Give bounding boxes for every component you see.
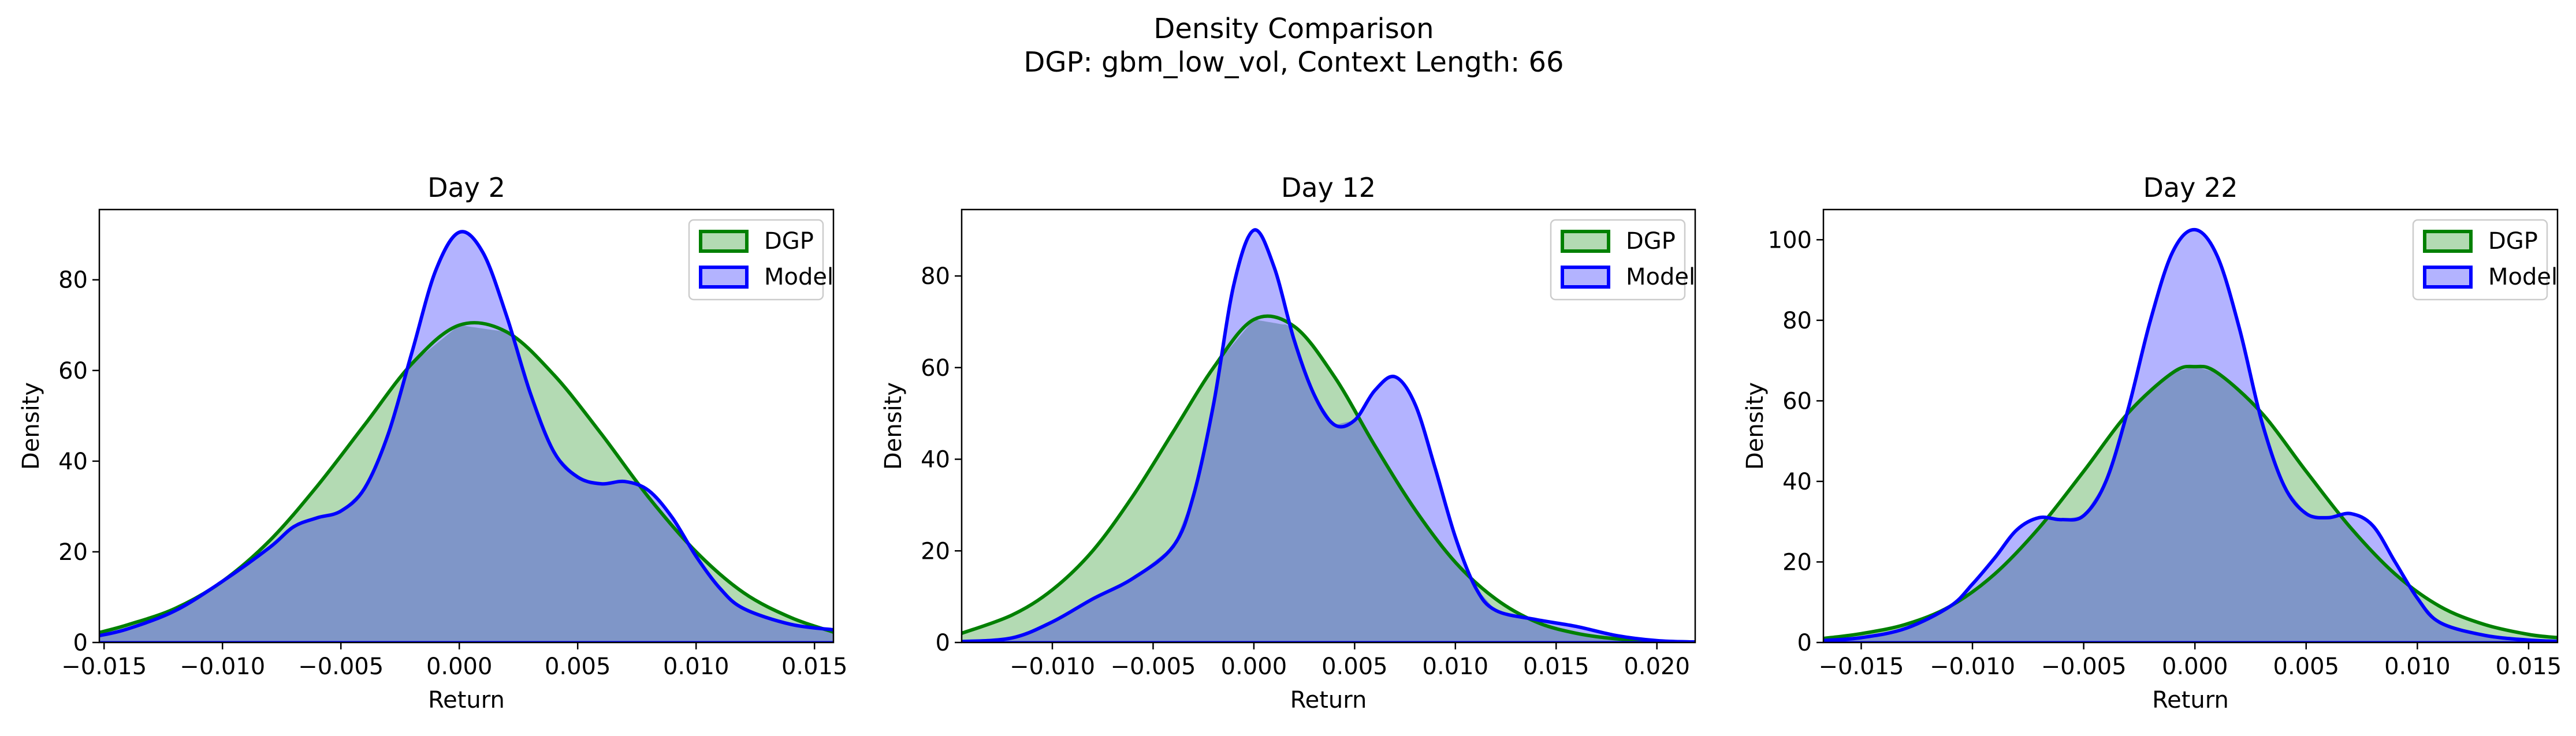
- legend-label-dgp: DGP: [764, 228, 814, 255]
- y-axis-label: Density: [18, 382, 44, 470]
- chart-panel-1: −0.015 −0.010 −0.005 0.000 0.005 0.010 0.015 0 2…: [18, 172, 847, 713]
- overlap-area: [99, 325, 833, 642]
- legend: DGP Model: [688, 219, 833, 301]
- panel-title: Day 12: [1281, 172, 1376, 203]
- y-tick-label: 0: [936, 630, 950, 656]
- x-tick-label: −0.010: [180, 653, 265, 680]
- x-tick-label: −0.015: [1818, 653, 1904, 680]
- panel-title: Day 22: [2143, 172, 2238, 203]
- axes-frame: [98, 208, 835, 644]
- y-tick-label: 60: [921, 355, 950, 382]
- x-axis-label: Return: [428, 687, 505, 713]
- y-tick-label: 60: [58, 358, 88, 384]
- legend-label-dgp: DGP: [1626, 228, 1676, 255]
- x-tick-label: 0.000: [1221, 653, 1287, 680]
- y-axis-label: Density: [1742, 382, 1769, 470]
- model-line: [1823, 227, 2558, 642]
- model-line: [99, 230, 833, 638]
- x-axis-label: Return: [1290, 687, 1367, 713]
- x-tick-label: −0.010: [1010, 653, 1095, 680]
- axes-frame: [961, 208, 1696, 644]
- panels-group: −0.015 −0.010 −0.005 0.000 0.005 0.010 0.015 0 2…: [18, 172, 2562, 713]
- x-tick-label: 0.000: [2162, 653, 2228, 680]
- y-tick-label: 80: [1782, 308, 1812, 334]
- y-tick-label: 100: [1768, 227, 1812, 253]
- chart-panel-3: −0.015 −0.010 −0.005 0.000 0.005 0.010 0.015 0 2…: [1742, 172, 2562, 713]
- plot-area: [1823, 227, 2558, 642]
- y-tick-label: 20: [58, 539, 88, 566]
- legend: DGP Model: [2412, 219, 2558, 301]
- x-tick-label: 0.010: [663, 653, 729, 680]
- x-tick-label: −0.005: [2041, 653, 2127, 680]
- plot-area: [962, 228, 1695, 642]
- legend-swatch-dgp: [699, 230, 749, 253]
- x-tick-label: 0.015: [2496, 653, 2562, 680]
- x-tick-label: 0.015: [781, 653, 848, 680]
- overlap-area: [1823, 367, 2558, 642]
- x-tick-label: 0.005: [545, 653, 611, 680]
- x-tick-label: 0.010: [2384, 653, 2451, 680]
- legend-label-dgp: DGP: [2488, 228, 2538, 255]
- axes-frame: [1822, 208, 2559, 644]
- legend-swatch-model: [1561, 266, 1610, 289]
- y-tick-label: 0: [1797, 630, 1812, 656]
- x-tick-label: 0.015: [1523, 653, 1589, 680]
- x-axis-label: Return: [2152, 687, 2229, 713]
- chart-panel-2: −0.010 −0.005 0.000 0.005 0.010 0.015 0.020 0 20…: [880, 172, 1696, 713]
- x-tick-label: −0.015: [61, 653, 147, 680]
- dgp-line: [962, 314, 1695, 642]
- overlap-area: [962, 319, 1695, 642]
- x-tick-label: 0.005: [1321, 653, 1388, 680]
- y-tick-label: 20: [921, 538, 950, 565]
- y-tick-label: 80: [58, 267, 88, 294]
- plot-area: [99, 230, 833, 642]
- y-tick-label: 0: [73, 630, 88, 656]
- y-tick-label: 40: [921, 447, 950, 473]
- model-line: [962, 228, 1695, 642]
- legend-label-model: Model: [764, 264, 833, 290]
- legend-label-model: Model: [1626, 264, 1695, 290]
- legend-swatch-dgp: [1561, 230, 1610, 253]
- legend-label-model: Model: [2488, 264, 2558, 290]
- figure-title-line2: DGP: gbm_low_vol, Context Length: 66: [1023, 46, 1564, 79]
- x-tick-label: 0.020: [1624, 653, 1690, 680]
- y-tick-label: 40: [1782, 469, 1812, 495]
- x-tick-label: 0.000: [426, 653, 493, 680]
- x-tick-label: 0.005: [2273, 653, 2340, 680]
- x-tick-label: −0.005: [298, 653, 384, 680]
- y-axis-label: Density: [880, 382, 907, 470]
- legend-swatch-model: [699, 266, 749, 289]
- x-tick-label: −0.005: [1110, 653, 1196, 680]
- legend: DGP Model: [1550, 219, 1695, 301]
- legend-swatch-model: [2423, 266, 2473, 289]
- figure-title-line1: Density Comparison: [1153, 13, 1434, 45]
- x-tick-label: 0.010: [1423, 653, 1489, 680]
- panel-title: Day 2: [427, 172, 505, 203]
- x-tick-label: −0.010: [1930, 653, 2015, 680]
- y-tick-label: 40: [58, 449, 88, 475]
- y-tick-label: 60: [1782, 388, 1812, 414]
- legend-swatch-dgp: [2423, 230, 2473, 253]
- y-tick-label: 80: [921, 263, 950, 290]
- y-tick-label: 20: [1782, 549, 1812, 576]
